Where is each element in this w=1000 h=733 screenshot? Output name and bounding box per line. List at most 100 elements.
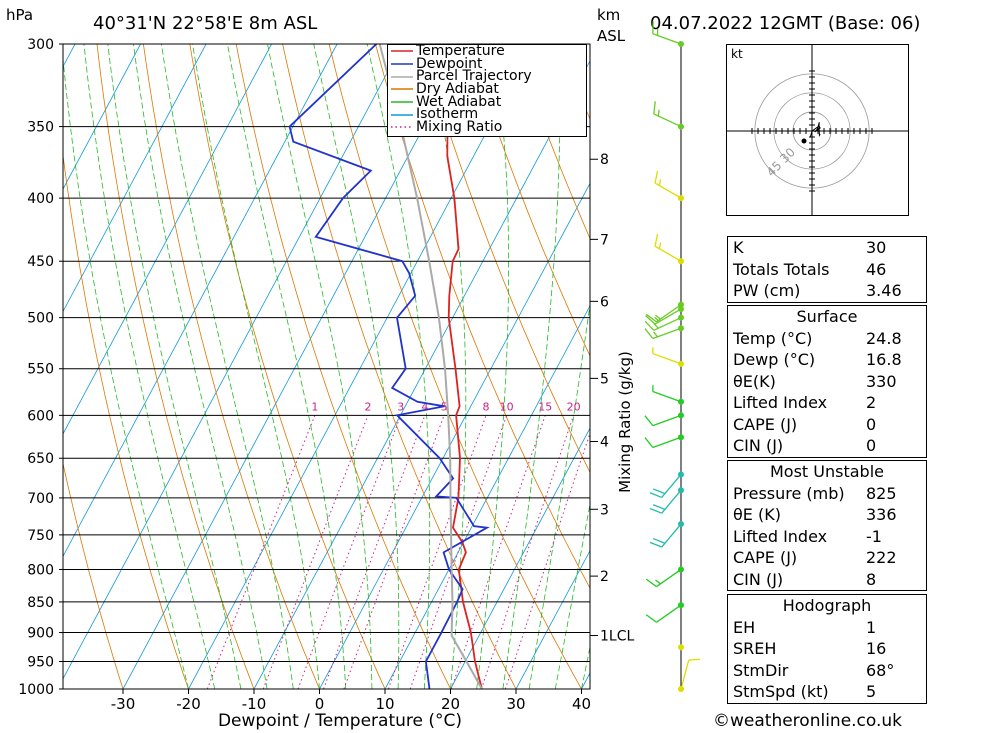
mixing-ratio-label: 10 [500, 400, 514, 413]
wind-barbs [644, 21, 700, 692]
wind-barb-feather [644, 415, 654, 427]
mixing-ratio-label: 4 [421, 400, 428, 413]
wind-barb-half-feather [655, 314, 661, 320]
legend-label: Mixing Ratio [416, 119, 503, 136]
table-row: θE(K) 330 [733, 371, 897, 391]
row-label: K [733, 238, 744, 257]
wind-barb-half-feather [653, 331, 659, 338]
wet-adiabat-line [554, 502, 590, 689]
pressure-tick-label: 350 [27, 120, 54, 136]
wind-barb-feather [645, 614, 657, 623]
pressure-tick-label: 450 [27, 254, 54, 270]
height-tick-label: 8 [600, 152, 609, 168]
most-unstable-table: Most Unstable Pressure (mb) 825 θE (K) 336… [727, 460, 927, 591]
mixing-ratio-line [262, 415, 369, 689]
isotherm-line [63, 44, 141, 190]
height-tick-label: 7 [600, 232, 609, 248]
wind-barb [653, 317, 682, 331]
mixing-ratio-line [297, 415, 402, 689]
height-tick-label: 3 [600, 502, 609, 518]
dry-adiabat-line [467, 44, 590, 357]
row-label: Totals Totals [733, 259, 830, 279]
pressure-tick-label: 750 [27, 528, 54, 544]
location-title: 40°31'N 22°58'E 8m ASL [93, 13, 318, 34]
row-label: PW (cm) [733, 281, 801, 300]
pressure-tick-label: 400 [27, 191, 54, 207]
x-tick-label: 10 [375, 695, 394, 713]
pressure-tick-label: 650 [27, 451, 54, 467]
wind-barb-feather [645, 313, 657, 323]
wind-barb-half-feather [655, 579, 661, 585]
plot-frame [62, 43, 591, 690]
mixing-ratio-label: 20 [567, 400, 581, 413]
table-row: Totals Totals 46 [728, 259, 926, 281]
wet-adiabat-line [133, 44, 268, 689]
mixing-ratio-label: 1 [311, 400, 318, 413]
parcel-trajectory-line [378, 44, 483, 689]
legend-label: Parcel Trajectory [416, 68, 532, 85]
mixing-ratio-label: 8 [483, 400, 490, 413]
skewt-grid: 1 2 3 4 5 8 10 15 20 25 [63, 44, 603, 689]
row-value: 46 [866, 259, 887, 279]
wind-barb-feather [653, 101, 656, 114]
table-row: Dewp (°C) 16.8 [733, 350, 902, 369]
x-tick-label: 0 [315, 695, 325, 713]
pressure-tick-label: 850 [27, 595, 54, 611]
legend-swatch [391, 75, 413, 78]
mixing-ratio-line [323, 415, 426, 689]
wet-adiabat-line [476, 44, 510, 689]
wind-barb-half-feather [654, 316, 660, 323]
height-tick-label: 2 [600, 569, 609, 585]
legend-swatch [391, 126, 413, 129]
datetime-label: 04.07.2022 12GMT (Base: 06) [650, 13, 921, 34]
wind-barb-feather [644, 320, 655, 331]
legend: Temperature Dewpoint Parcel Trajectory Dry … [387, 44, 587, 137]
wind-barb-feather [644, 328, 654, 339]
dry-adiabat-line [282, 44, 517, 689]
legend-swatch [391, 50, 413, 53]
isotherm-line [253, 60, 590, 689]
wind-barb [680, 659, 690, 690]
isotherm-line [63, 44, 207, 313]
wet-adiabat-line [63, 55, 189, 689]
isotherm-line [319, 182, 590, 689]
isotherm-line [188, 44, 534, 689]
table-row: Lifted Index 2 [733, 393, 877, 412]
isotherm-line [63, 44, 403, 680]
legend-label: Isotherm [416, 106, 479, 123]
wind-barb-feather [654, 233, 659, 247]
x-tick-label: -10 [242, 695, 267, 713]
pressure-tick-label: 500 [27, 311, 54, 327]
table-row: EH 1 [733, 617, 877, 637]
temperature-line [435, 44, 483, 689]
height-ref-label: ASL [597, 27, 626, 45]
wind-barb-half-feather [658, 179, 662, 186]
hodograph-table: Hodograph EH 1 SREH 16 StmDir 68° StmSpd (k… [727, 594, 927, 704]
row-value: 30 [866, 238, 887, 257]
wind-barb-feather [645, 578, 657, 588]
general-indices-table: K 30 Totals Totals 46 PW (cm) 3.46 [727, 236, 927, 303]
wet-adiabat-line [502, 44, 561, 689]
table-row: StmDir 68° [733, 660, 895, 680]
legend-item: Isotherm [388, 108, 586, 121]
section-title: Hodograph [782, 596, 872, 615]
copyright[interactable]: ©weatheronline.co.uk [713, 711, 903, 731]
wet-adiabat-line [83, 44, 216, 689]
wind-barb-feather [644, 437, 654, 448]
height-unit-label: km [597, 6, 621, 24]
wet-adiabat-line [528, 301, 590, 689]
height-tick-label: 5 [600, 371, 609, 387]
pressure-tick-label: 900 [27, 626, 54, 642]
mixing-ratio-label: 15 [538, 400, 552, 413]
wind-barb-half-feather [653, 323, 659, 329]
mixing-ratio-label: 25 [589, 400, 603, 413]
legend-label: Dry Adiabat [416, 81, 499, 98]
dry-adiabat-line [63, 461, 124, 689]
wind-barb-feather [649, 541, 662, 548]
table-row: PW (cm) 3.46 [728, 280, 926, 302]
section-title: Surface [796, 307, 858, 326]
dry-adiabat-line [514, 44, 590, 240]
pressure-tick-label: 800 [27, 562, 54, 578]
table-row: SREH 16 [733, 639, 887, 658]
wind-barb-half-feather [658, 242, 662, 249]
